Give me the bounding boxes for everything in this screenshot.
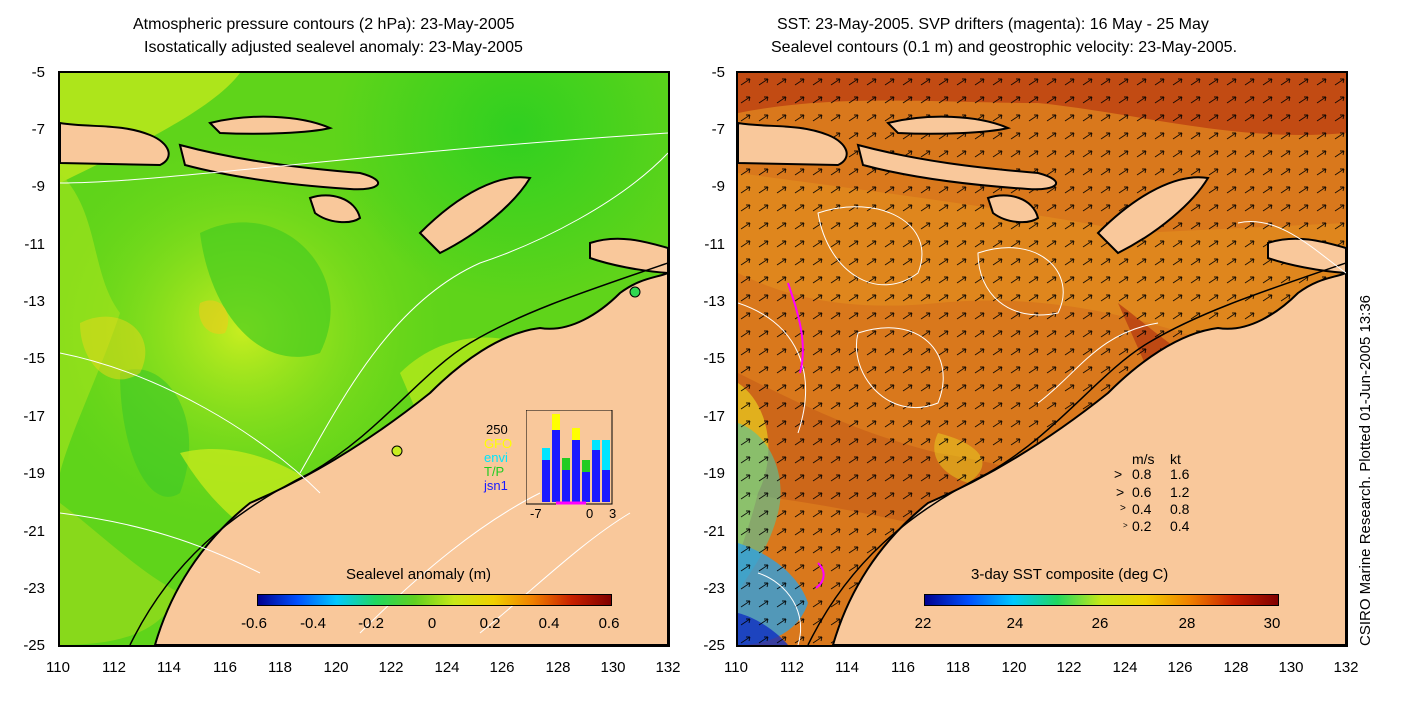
right-xtick: 112 <box>780 659 804 676</box>
right-title-line1: SST: 23-May-2005. SVP drifters (magenta)… <box>777 16 1209 33</box>
left-colorbar <box>257 594 612 606</box>
velocity-legend-ms-header: m/s <box>1132 451 1155 467</box>
right-xtick: 130 <box>1278 659 1304 676</box>
velocity-arrow-icon: > <box>1120 503 1126 514</box>
right-colorbar-tick: 30 <box>1263 615 1281 632</box>
right-ytick: -9 <box>711 178 725 195</box>
right-colorbar-tick: 24 <box>1006 615 1024 632</box>
left-xtick: 132 <box>655 659 681 676</box>
right-colorbar <box>924 594 1279 606</box>
right-ytick: -15 <box>703 350 725 367</box>
inset-legend-envi: envi <box>484 450 508 465</box>
right-xtick: 132 <box>1333 659 1359 676</box>
right-ytick: -21 <box>703 523 725 540</box>
velocity-arrow-icon: > <box>1116 484 1125 500</box>
left-ytick: -7 <box>31 121 45 138</box>
right-ytick: -23 <box>703 580 725 597</box>
altimeter-inset-chart <box>526 410 613 505</box>
right-xtick: 126 <box>1167 659 1193 676</box>
right-xtick: 124 <box>1112 659 1138 676</box>
right-ytick: -5 <box>711 64 725 81</box>
velocity-arrow-icon: > <box>1114 466 1123 482</box>
right-ytick: -13 <box>703 293 725 310</box>
left-ytick: -23 <box>23 580 45 597</box>
left-xtick: 124 <box>434 659 460 676</box>
inset-xtick-zero: 0 <box>586 506 594 521</box>
inset-ymax-label: 250 <box>486 422 508 437</box>
velocity-legend-kt: 0.4 <box>1170 518 1190 534</box>
right-colorbar-label: 3-day SST composite (deg C) <box>971 566 1169 583</box>
velocity-legend-kt-header: kt <box>1170 451 1181 467</box>
right-xtick: 120 <box>1001 659 1027 676</box>
right-colorbar-tick: 22 <box>914 615 932 632</box>
left-xtick: 118 <box>268 659 292 676</box>
right-xtick: 114 <box>835 659 859 676</box>
left-xtick: 126 <box>489 659 515 676</box>
velocity-legend-ms: 0.4 <box>1132 501 1152 517</box>
left-xtick: 112 <box>102 659 126 676</box>
velocity-legend-ms: 0.8 <box>1132 466 1152 482</box>
right-colorbar-tick: 28 <box>1178 615 1196 632</box>
inset-xtick-max: 3 <box>609 506 617 521</box>
velocity-legend-ms: 0.2 <box>1132 518 1152 534</box>
right-ytick: -7 <box>711 121 725 138</box>
left-xtick: 130 <box>600 659 626 676</box>
left-ytick: -9 <box>31 178 45 195</box>
right-xtick: 128 <box>1223 659 1249 676</box>
left-title-line2: Isostatically adjusted sealevel anomaly:… <box>144 39 523 56</box>
left-title-line1: Atmospheric pressure contours (2 hPa): 2… <box>133 16 515 33</box>
left-ytick: -25 <box>23 637 45 654</box>
left-xtick: 120 <box>323 659 349 676</box>
right-ytick: -19 <box>703 465 725 482</box>
velocity-legend-kt: 1.6 <box>1170 466 1190 482</box>
left-colorbar-tick: -0.4 <box>300 615 326 632</box>
right-xtick: 118 <box>946 659 970 676</box>
plot-credit: CSIRO Marine Research. Plotted 01-Jun-20… <box>1357 294 1374 646</box>
left-colorbar-tick: 0.4 <box>538 615 560 632</box>
left-xtick: 116 <box>213 659 237 676</box>
inset-legend-tp: T/P <box>484 464 505 479</box>
right-ytick: -11 <box>704 236 725 253</box>
right-ytick: -25 <box>703 637 725 654</box>
right-xtick: 116 <box>891 659 915 676</box>
left-colorbar-tick: 0.6 <box>598 615 620 632</box>
right-map <box>736 71 1348 647</box>
left-ytick: -15 <box>23 350 45 367</box>
left-colorbar-tick: -0.6 <box>241 615 267 632</box>
left-ytick: -21 <box>23 523 45 540</box>
left-ytick: -13 <box>23 293 45 310</box>
velocity-legend-kt: 0.8 <box>1170 501 1190 517</box>
right-colorbar-tick: 26 <box>1091 615 1109 632</box>
right-title-line2: Sealevel contours (0.1 m) and geostrophi… <box>771 39 1238 56</box>
left-colorbar-tick: 0.2 <box>479 615 501 632</box>
left-xtick: 128 <box>545 659 571 676</box>
left-xtick: 110 <box>46 659 70 676</box>
left-xtick: 122 <box>378 659 404 676</box>
left-colorbar-tick: -0.2 <box>358 615 384 632</box>
left-ytick: -5 <box>31 64 45 81</box>
left-ytick: -11 <box>24 236 45 253</box>
inset-xtick-min: -7 <box>530 506 542 521</box>
right-xtick: 110 <box>724 659 748 676</box>
velocity-legend-ms: 0.6 <box>1132 484 1152 500</box>
left-ytick: -17 <box>23 408 45 425</box>
inset-legend-jsn1: jsn1 <box>484 478 508 493</box>
left-xtick: 114 <box>157 659 181 676</box>
left-map <box>58 71 670 647</box>
velocity-arrow-icon: > <box>1123 521 1128 530</box>
left-ytick: -19 <box>23 465 45 482</box>
left-colorbar-label: Sealevel anomaly (m) <box>346 566 492 583</box>
right-ytick: -17 <box>703 408 725 425</box>
right-xtick: 122 <box>1056 659 1082 676</box>
velocity-legend-kt: 1.2 <box>1170 484 1190 500</box>
left-colorbar-tick: 0 <box>427 615 437 632</box>
inset-legend-gfo: GFO <box>484 436 513 451</box>
